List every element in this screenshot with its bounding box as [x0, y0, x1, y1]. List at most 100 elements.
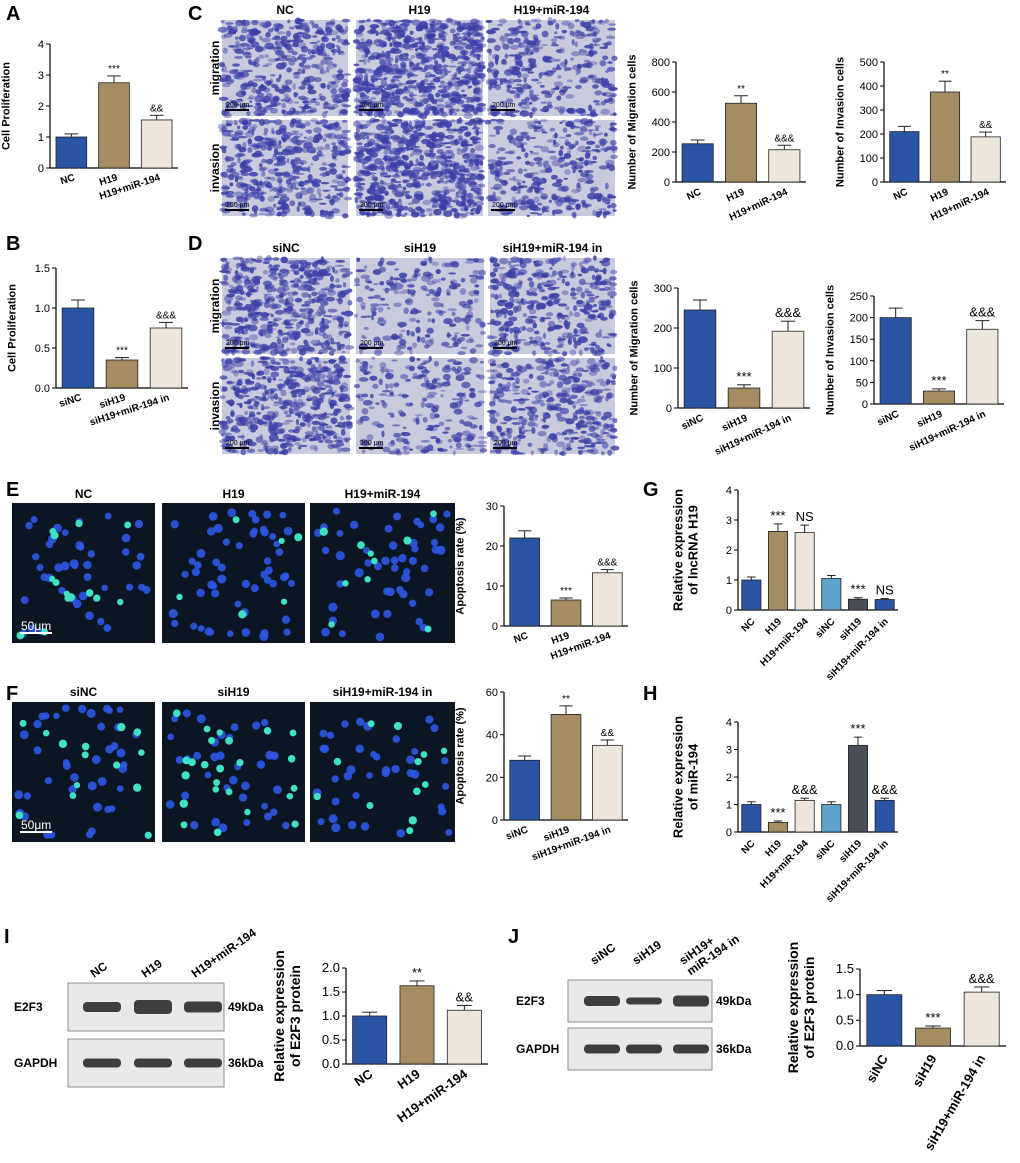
chart-g-significance: NS	[876, 583, 894, 598]
micrograph-e-col-label: NC	[75, 487, 93, 501]
chart-h-significance: ***	[770, 805, 785, 820]
chart-c1-tick-label: 200	[652, 147, 670, 159]
chart-g-bar	[874, 599, 895, 611]
chart-b-significance: ***	[116, 346, 128, 357]
chart-j-bar	[915, 1027, 951, 1047]
micrograph-d-scale-label: 200 μm	[494, 340, 518, 347]
blot-i-row-label: GAPDH	[14, 1056, 57, 1070]
fluorescence-f-tile	[310, 702, 455, 842]
chart-j-bar	[963, 991, 1000, 1047]
chart-i-tick-label: 1.5	[322, 984, 340, 999]
chart-f-category-label: siNC	[505, 824, 530, 842]
chart-i-tick-label: 2.0	[322, 960, 340, 975]
chart-d2-tick-label: 200	[850, 313, 868, 325]
chart-c1-significance: &&&	[774, 133, 794, 144]
panel-letter-f: F	[6, 683, 18, 705]
chart-g-bar	[848, 598, 869, 611]
chart-d2-category-label: siNC	[876, 409, 901, 429]
chart-c2-category-label: H19	[929, 187, 951, 205]
chart-j-significance: &&&	[969, 971, 995, 986]
chart-g-significance: NS	[796, 509, 814, 524]
chart-f-bar	[592, 744, 623, 821]
chart-d1-ylabel: Number of Migration cells	[628, 280, 640, 415]
chart-h-tick-label: 2	[726, 772, 732, 784]
chart-g-ylabel: Relative expression	[670, 489, 685, 611]
chart-i-ylabel: Relative expression	[271, 950, 287, 1082]
micrograph-c-tile	[484, 118, 618, 219]
chart-h-significance: &&&	[872, 782, 898, 797]
chart-h-bar	[768, 821, 789, 833]
chart-g-category-label: H19	[763, 616, 784, 637]
micrograph-f-col-label: siH19+miR-194 in	[333, 685, 433, 699]
panel-letter-b: B	[6, 233, 20, 255]
micrograph-d-tile	[218, 254, 355, 357]
chart-b-tick-label: 0.5	[35, 343, 50, 355]
chart-d1-category-label: siNC	[680, 413, 705, 433]
micrograph-d-scale-label: 200 μm	[360, 340, 384, 347]
chart-d2-tick-label: 250	[850, 291, 868, 303]
blot-i-size-label: 36kDa	[228, 1056, 264, 1070]
micrograph-d-scale-label: 200 μm	[494, 440, 518, 447]
chart-a-bar	[55, 136, 88, 169]
chart-h-tick-label: 3	[726, 745, 732, 757]
chart-c1-bar	[681, 143, 714, 183]
micrograph-c-scale-label: 200 μm	[492, 202, 516, 209]
chart-i-significance: &&	[456, 989, 474, 1004]
micrograph-c-tile	[218, 117, 353, 220]
blot-i-band	[184, 1058, 222, 1068]
micrograph-c-col-label: H19+miR-194	[514, 3, 590, 17]
micrograph-c-col-label: H19	[408, 3, 430, 17]
chart-e-tick-label: 30	[486, 501, 498, 513]
chart-d2-bar	[966, 328, 999, 405]
chart-c1-ylabel: Number of Migration cells	[626, 54, 638, 189]
blot-j-lane-label: siH19+miR-194 in	[677, 921, 742, 978]
chart-c2-ylabel: Number of Invasion cells	[834, 57, 846, 187]
blot-i-lane-label: H19	[139, 956, 165, 980]
chart-h-bar	[874, 799, 895, 833]
chart-c2-tick-label: 200	[860, 129, 878, 141]
chart-j-category-label: siNC	[863, 1051, 891, 1085]
blot-i-size-label: 49kDa	[228, 1000, 264, 1014]
chart-b-tick-label: 0.0	[35, 383, 50, 395]
chart-d1-bar	[771, 330, 805, 409]
chart-a-tick-label: 3	[38, 70, 44, 82]
blot-i-lane-label: NC	[88, 959, 111, 981]
blot-j-row-label: E2F3	[516, 994, 545, 1008]
chart-b-category-label: siNC	[58, 392, 83, 410]
blot-j-band	[584, 1044, 620, 1054]
panel-letter-d: D	[188, 233, 202, 255]
chart-f-category-label: siH19+miR-194 in	[530, 824, 612, 863]
micrograph-c-col-label: NC	[276, 3, 294, 17]
blot-j-row-label: GAPDH	[516, 1042, 559, 1056]
chart-d2-category-label: siH19	[915, 409, 944, 430]
chart-b-bar	[105, 359, 139, 389]
chart-g-significance: ***	[850, 582, 865, 597]
chart-f-tick-label: 20	[486, 772, 498, 784]
chart-i-tick-label: 1.0	[322, 1008, 340, 1023]
chart-i-tick-label: 0.5	[322, 1032, 340, 1047]
chart-c1-significance: **	[737, 84, 745, 95]
chart-i-bar	[399, 985, 435, 1065]
blot-j-band	[626, 997, 662, 1005]
chart-h-category-label: siNC	[814, 838, 838, 862]
chart-e-ylabel: Apoptosis rate (%)	[454, 517, 466, 615]
chart-c2-tick-label: 100	[860, 153, 878, 165]
micrograph-d-tile	[218, 355, 355, 456]
chart-c2-bar	[929, 91, 961, 183]
chart-c2-significance: &&	[979, 120, 993, 131]
chart-j-ylabel: of E2F3 protein	[801, 957, 817, 1059]
micrograph-d-tile	[486, 355, 620, 456]
panel-letter-g: G	[643, 479, 659, 501]
micrograph-d-scale-label: 200 μm	[226, 340, 250, 347]
micrograph-c-scale-label: 200 μm	[226, 102, 250, 109]
chart-c2-bar	[970, 136, 1001, 183]
chart-f-tick-label: 40	[486, 730, 498, 742]
chart-h-bar	[741, 804, 762, 833]
chart-g-tick-label: 4	[726, 485, 732, 497]
micrograph-d-row-label: migration	[208, 279, 222, 334]
chart-e-significance: ***	[560, 586, 572, 597]
micrograph-c-scale-label: 200 μm	[360, 102, 384, 109]
